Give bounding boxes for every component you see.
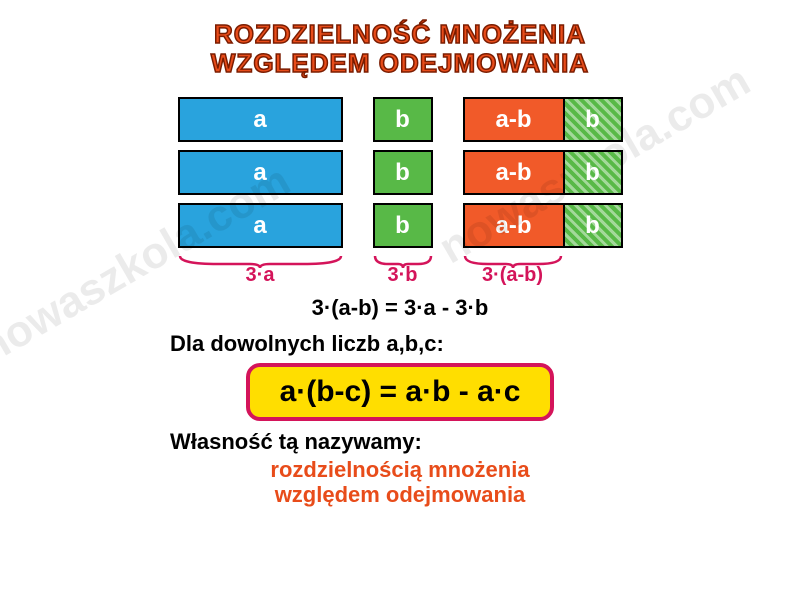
subheading: Dla dowolnych liczb a,b,c:	[170, 331, 780, 357]
title-line-2: WZGLĘDEM ODEJMOWANIA	[20, 49, 780, 78]
box-b: b	[373, 150, 433, 195]
property-name-line-2: względem odejmowania	[20, 482, 780, 507]
property-name-line-1: rozdzielnością mnożenia	[20, 457, 780, 482]
box-b: b	[373, 203, 433, 248]
property-name: rozdzielnością mnożenia względem odejmow…	[20, 457, 780, 508]
brace-b-label: 3·b	[388, 264, 418, 286]
brace-amb: 3·(a-b)	[463, 254, 563, 287]
property-label: Własność tą nazywamy:	[170, 429, 780, 455]
box-b-ghost: b	[563, 203, 623, 248]
pair-row: a-b b	[463, 203, 623, 248]
box-a-minus-b: a-b	[463, 97, 563, 142]
column-a: a a a 3·a	[178, 97, 343, 287]
brace-a: 3·a	[178, 254, 343, 287]
box-b: b	[373, 97, 433, 142]
pair-row: a-b b	[463, 97, 623, 142]
box-a-minus-b: a-b	[463, 203, 563, 248]
formula-container: a·(b-c) = a·b - a·c	[20, 363, 780, 421]
box-b-ghost: b	[563, 97, 623, 142]
box-a: a	[178, 97, 343, 142]
equation-line: 3·(a-b) = 3·a - 3·b	[20, 295, 780, 321]
brace-b: 3·b	[373, 254, 433, 287]
brace-a-label: 3·a	[246, 264, 275, 286]
ghost-label: b	[585, 159, 600, 187]
diagram: a a a 3·a b b b 3·b a-b b a-b b a-b b	[20, 97, 780, 287]
box-a-minus-b: a-b	[463, 150, 563, 195]
brace-amb-label: 3·(a-b)	[482, 264, 543, 286]
formula-box: a·(b-c) = a·b - a·c	[246, 363, 555, 421]
ghost-label: b	[585, 212, 600, 240]
column-amb: a-b b a-b b a-b b 3·(a-b)	[463, 97, 623, 287]
poster-title: ROZDZIELNOŚĆ MNOŻENIA WZGLĘDEM ODEJMOWAN…	[20, 20, 780, 77]
title-line-1: ROZDZIELNOŚĆ MNOŻENIA	[20, 20, 780, 49]
box-b-ghost: b	[563, 150, 623, 195]
box-a: a	[178, 203, 343, 248]
ghost-label: b	[585, 106, 600, 134]
column-b: b b b 3·b	[373, 97, 433, 287]
box-a: a	[178, 150, 343, 195]
pair-row: a-b b	[463, 150, 623, 195]
